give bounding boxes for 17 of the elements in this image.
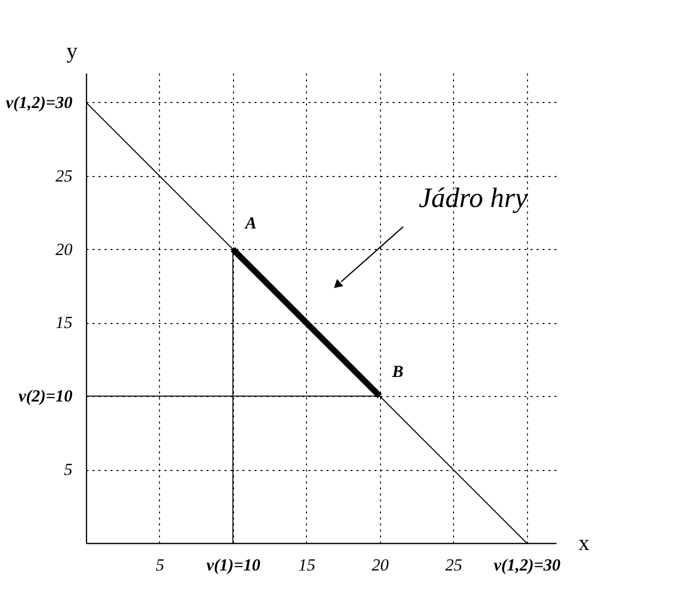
y-tick-label: 25: [56, 166, 72, 186]
y-tick-label: 5: [64, 460, 72, 480]
y-tick-label: 15: [56, 313, 72, 332]
y-tick-label: v(1,2)=30: [6, 92, 73, 112]
x-tick-label: 25: [445, 556, 462, 574]
annotation: Jádro hry: [418, 182, 528, 214]
x-tick-label: 15: [298, 556, 316, 574]
x-tick-label: v(1)=10: [206, 556, 261, 574]
y-tick-label: v(2)=10: [18, 386, 73, 406]
x-tick-label: 20: [372, 556, 390, 574]
x-axis-title: x: [578, 530, 590, 555]
x-tick-label: v(1,2)=30: [494, 556, 562, 574]
y-axis-title: y: [66, 38, 78, 63]
y-tick-label: 20: [56, 240, 73, 259]
annotation: A: [244, 213, 257, 232]
x-tick-label: 5: [156, 556, 164, 574]
annotation: B: [391, 362, 404, 382]
